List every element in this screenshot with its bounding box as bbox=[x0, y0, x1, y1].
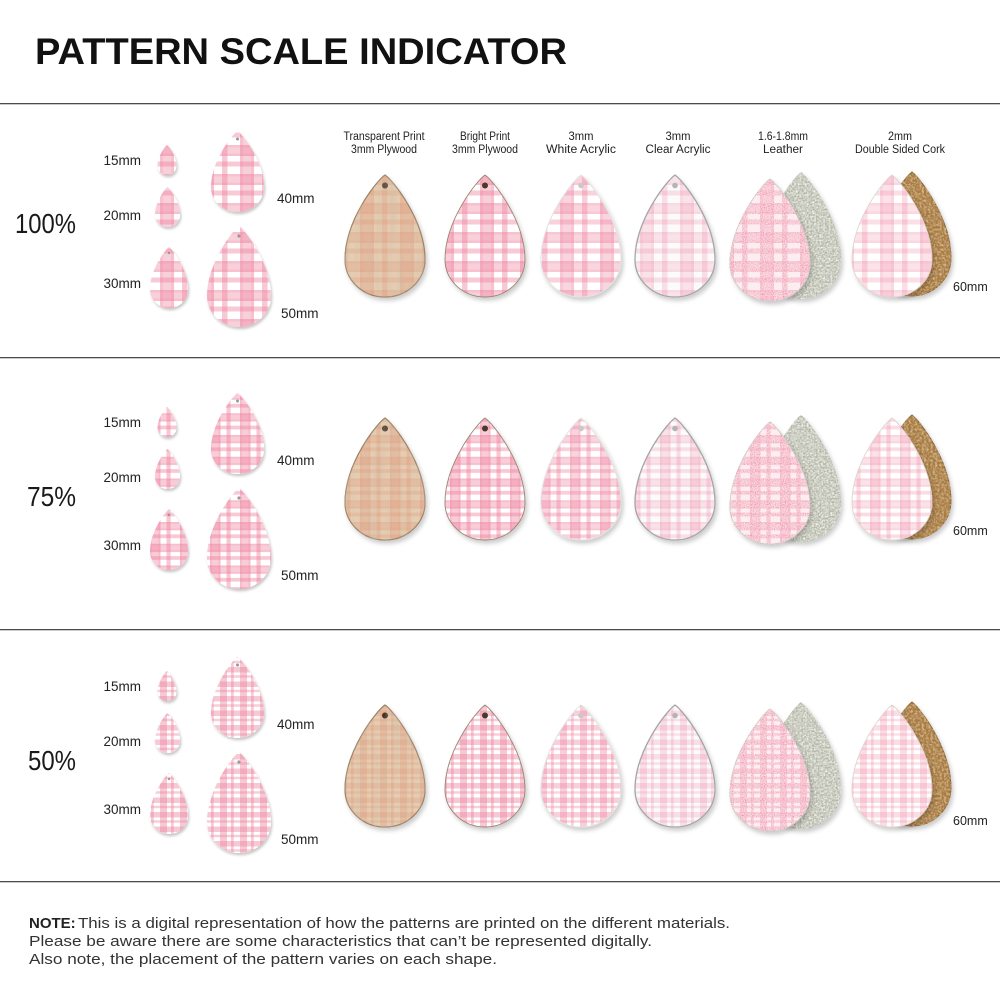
svg-text:3mm: 3mm bbox=[569, 131, 594, 143]
svg-text:Clear Acrylic: Clear Acrylic bbox=[646, 144, 711, 156]
svg-text:Please be aware there are some: Please be aware there are some character… bbox=[29, 933, 652, 950]
svg-text:40mm: 40mm bbox=[277, 717, 315, 732]
svg-text:30mm: 30mm bbox=[103, 802, 141, 817]
svg-text:20mm: 20mm bbox=[103, 470, 141, 485]
svg-text:50%: 50% bbox=[28, 745, 76, 776]
svg-text:50mm: 50mm bbox=[281, 568, 319, 583]
svg-text:3mm Plywood: 3mm Plywood bbox=[351, 144, 417, 156]
svg-text:30mm: 30mm bbox=[103, 538, 141, 553]
svg-text:20mm: 20mm bbox=[103, 208, 141, 223]
svg-text:60mm: 60mm bbox=[953, 524, 988, 538]
svg-text:PATTERN SCALE INDICATOR: PATTERN SCALE INDICATOR bbox=[35, 31, 567, 72]
svg-text:2mm: 2mm bbox=[888, 131, 912, 143]
svg-text:3mm Plywood: 3mm Plywood bbox=[452, 144, 518, 156]
svg-text:Transparent Print: Transparent Print bbox=[344, 131, 426, 143]
svg-text:40mm: 40mm bbox=[277, 453, 315, 468]
svg-text:50mm: 50mm bbox=[281, 306, 319, 321]
svg-text:This is a digital representati: This is a digital representation of how … bbox=[78, 915, 730, 932]
svg-text:15mm: 15mm bbox=[103, 415, 141, 430]
svg-text:60mm: 60mm bbox=[953, 280, 988, 294]
svg-text:NOTE:: NOTE: bbox=[29, 915, 76, 932]
svg-text:Also note, the placement of th: Also note, the placement of the pattern … bbox=[29, 951, 497, 968]
svg-text:60mm: 60mm bbox=[953, 814, 988, 828]
svg-text:1.6-1.8mm: 1.6-1.8mm bbox=[758, 131, 808, 143]
svg-text:40mm: 40mm bbox=[277, 191, 315, 206]
svg-text:15mm: 15mm bbox=[103, 679, 141, 694]
svg-text:Bright Print: Bright Print bbox=[460, 131, 511, 143]
svg-text:75%: 75% bbox=[27, 481, 76, 512]
svg-text:Double Sided Cork: Double Sided Cork bbox=[855, 144, 945, 156]
svg-text:3mm: 3mm bbox=[666, 131, 691, 143]
svg-text:30mm: 30mm bbox=[103, 276, 141, 291]
svg-text:White Acrylic: White Acrylic bbox=[546, 144, 616, 156]
svg-text:Leather: Leather bbox=[763, 144, 803, 156]
svg-text:50mm: 50mm bbox=[281, 832, 319, 847]
svg-text:100%: 100% bbox=[15, 208, 76, 239]
svg-text:20mm: 20mm bbox=[103, 734, 141, 749]
svg-text:15mm: 15mm bbox=[103, 153, 141, 168]
